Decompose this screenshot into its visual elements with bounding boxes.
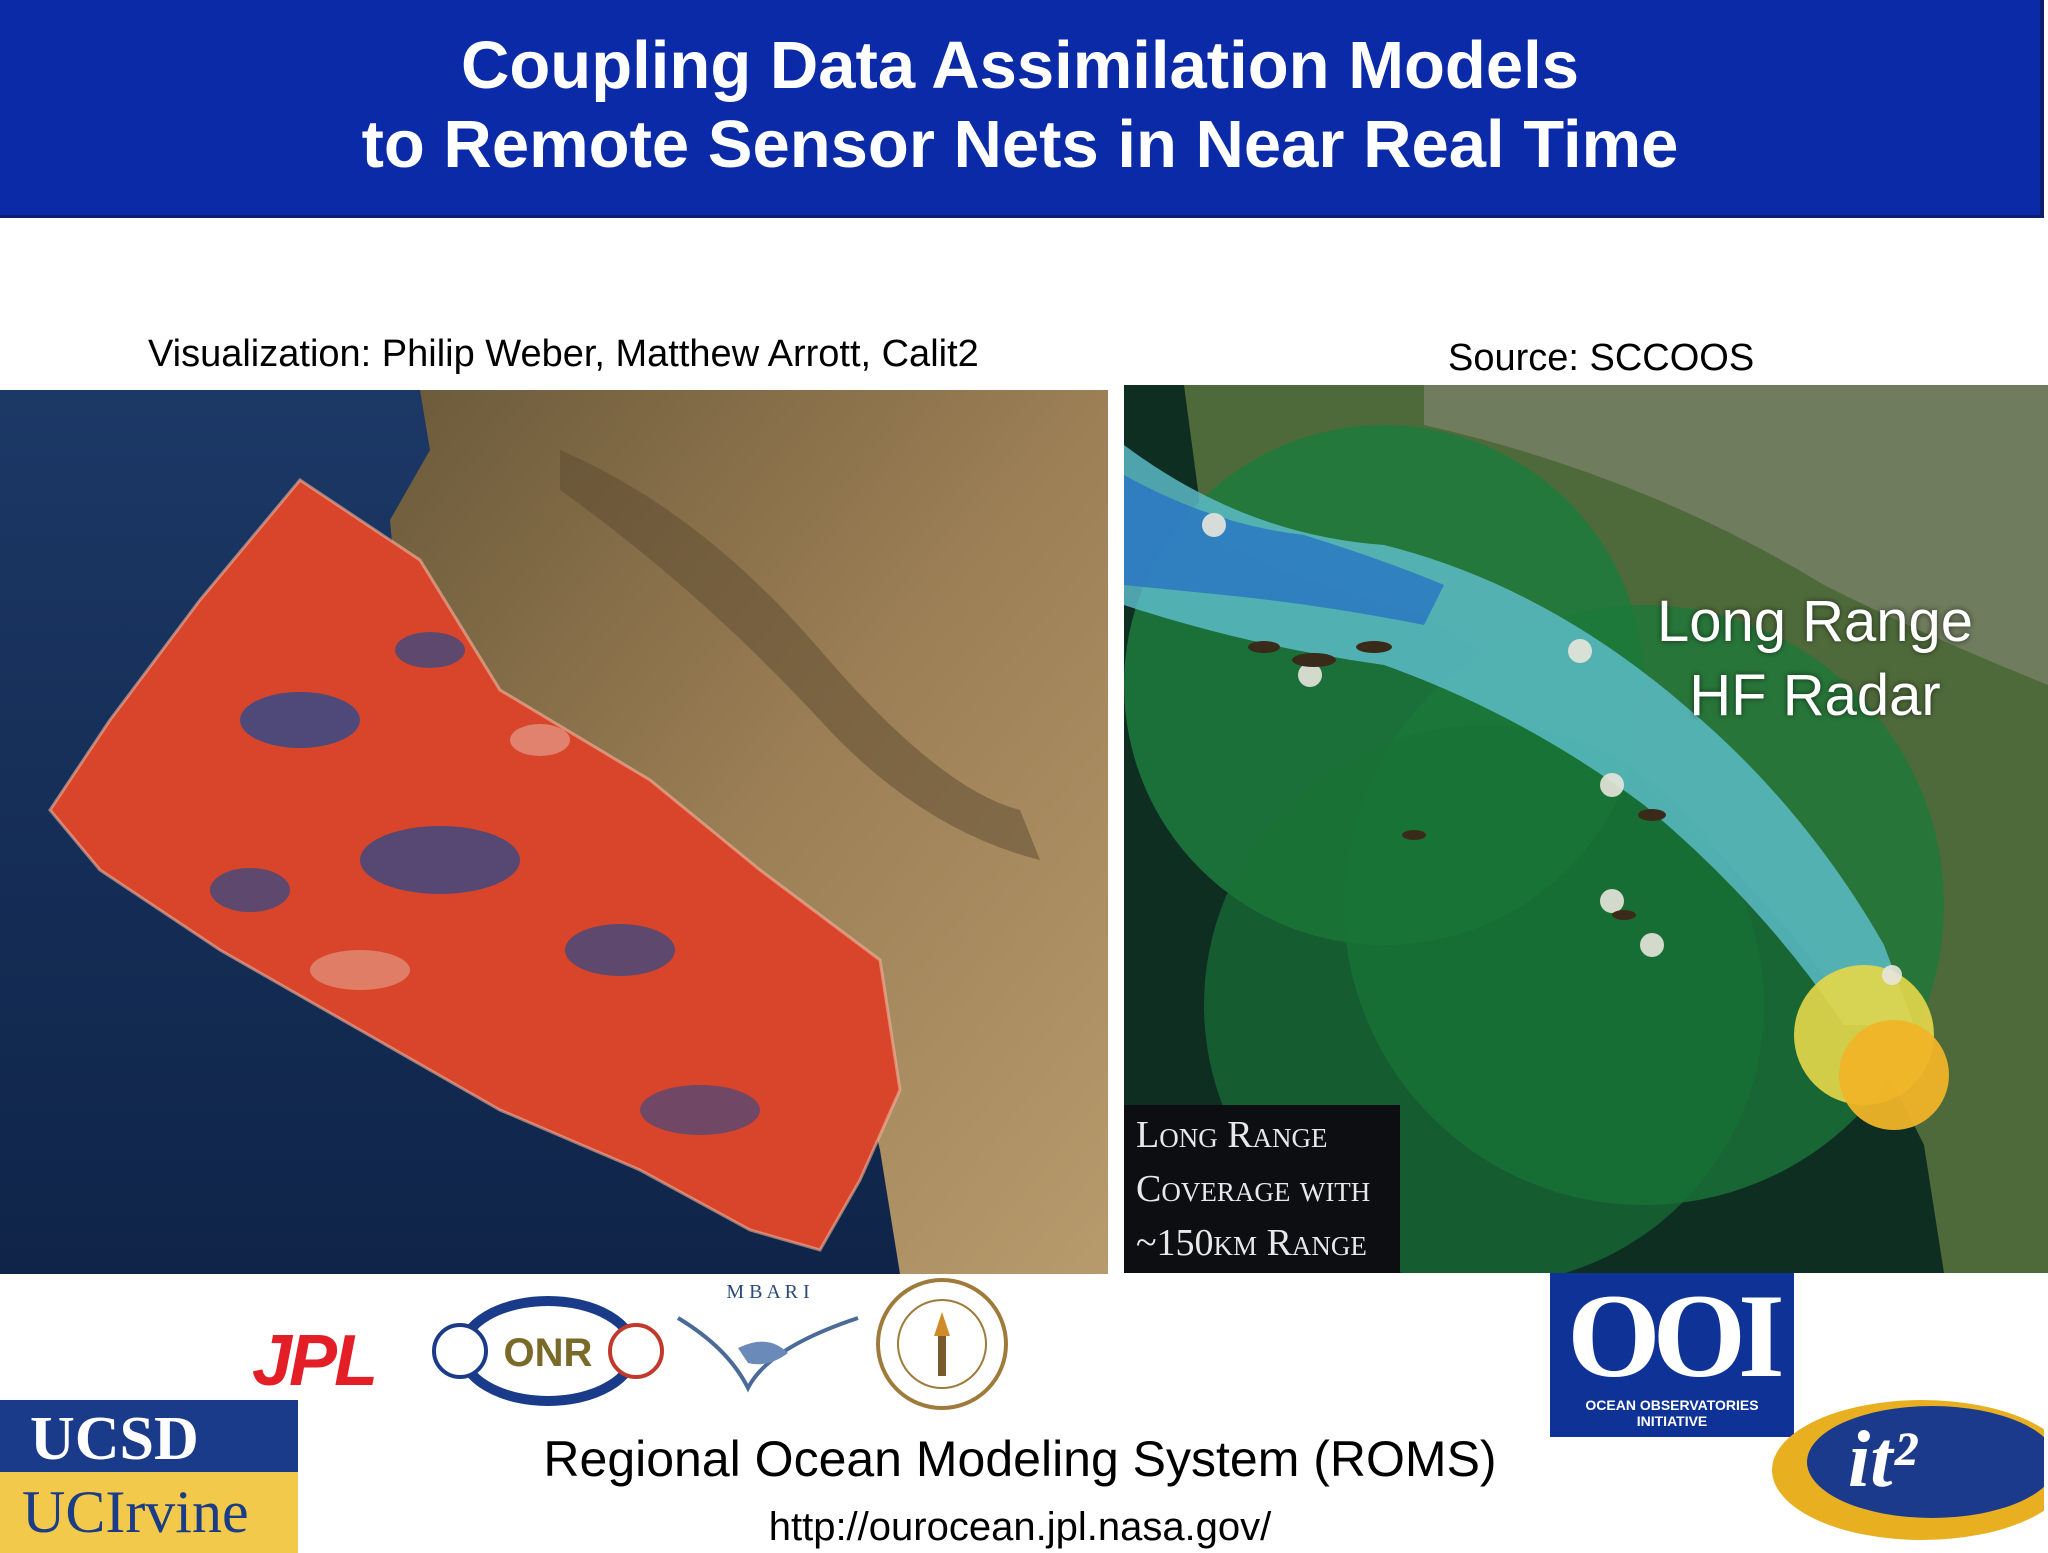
coverage-line-1: Long Range — [1136, 1114, 1328, 1156]
ooi-caption: OCEAN OBSERVATORIES INITIATIVE — [1585, 1397, 1759, 1429]
source-credit: Source: SCCOOS — [1448, 337, 1755, 379]
radar-label: Long Range HF Radar — [1630, 585, 2000, 733]
roms-current-map — [0, 390, 1108, 1274]
coverage-line-3: ~150km Range — [1136, 1222, 1367, 1264]
roms-title: Regional Ocean Modeling System (ROMS) — [543, 1431, 1497, 1487]
radar-label-line-1: Long Range — [1656, 589, 1974, 654]
it2-logo-swoosh — [1772, 1400, 2044, 1540]
onr-logo-text: ONR — [504, 1331, 593, 1375]
slide-title-line-1: Coupling Data Assimilation Models — [461, 28, 1579, 103]
title-banner: Coupling Data Assimilation Models to Rem… — [0, 0, 2044, 218]
coverage-caption-box: Long Range Coverage with ~150km Range — [1124, 1105, 1400, 1273]
onr-logo: ONR — [432, 1296, 664, 1406]
ucsd-logo: UCSD — [0, 1400, 298, 1473]
mbari-logo: M B A R I — [676, 1281, 859, 1393]
slide-title-line-2: to Remote Sensor Nets in Near Real Time — [361, 107, 1679, 182]
visualization-credit: Visualization: Philip Weber, Matthew Arr… — [148, 333, 979, 375]
coverage-line-2: Coverage with — [1136, 1168, 1371, 1210]
ooi-logo-text: OOI — [1567, 1269, 1784, 1402]
uc-irvine-logo: UCIrvine — [0, 1472, 298, 1553]
uc-irvine-logo-text: UCIrvine — [22, 1479, 249, 1545]
caltech-seal — [876, 1278, 1008, 1410]
mbari-logo-text: M B A R I — [726, 1281, 809, 1303]
jpl-logo: JPL — [252, 1321, 378, 1401]
ooi-logo: OOI OCEAN OBSERVATORIES INITIATIVE — [1550, 1269, 1794, 1437]
radar-label-line-2: HF Radar — [1689, 663, 1941, 728]
ucsd-logo-text: UCSD — [30, 1405, 199, 1473]
it2-logo: it² — [1848, 1416, 1917, 1504]
roms-url-link[interactable]: http://ourocean.jpl.nasa.gov/ — [768, 1505, 1272, 1549]
